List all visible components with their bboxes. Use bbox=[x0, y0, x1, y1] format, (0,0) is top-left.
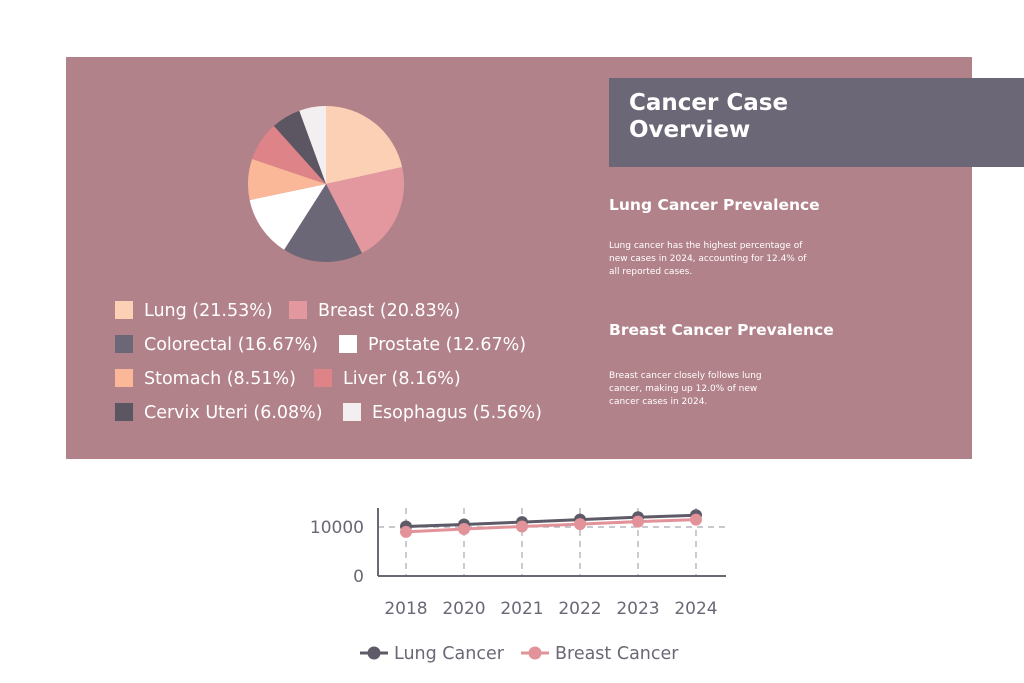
legend-swatch bbox=[115, 369, 133, 387]
page-title: Cancer Case Overview bbox=[629, 90, 789, 143]
legend-label: Liver (8.16%) bbox=[343, 369, 461, 389]
y-tick-label: 10000 bbox=[310, 518, 364, 538]
legend-swatch bbox=[343, 403, 361, 421]
y-tick-label: 0 bbox=[353, 567, 364, 587]
lung-text-line: new cases in 2024, accounting for 12.4% … bbox=[609, 254, 807, 264]
series-line-lung-cancer bbox=[405, 513, 697, 528]
x-tick-label: 2023 bbox=[616, 599, 659, 619]
data-point bbox=[574, 518, 586, 531]
legend-swatch bbox=[289, 301, 307, 319]
legend-label: Stomach (8.51%) bbox=[144, 369, 296, 389]
legend-marker bbox=[367, 646, 381, 660]
breast-section-text: Breast cancer closely follows lung cance… bbox=[609, 370, 762, 409]
x-tick-label: 2018 bbox=[384, 599, 427, 619]
x-tick-label: 2022 bbox=[558, 599, 601, 619]
legend-label: Breast (20.83%) bbox=[318, 301, 460, 321]
x-tick-label: 2024 bbox=[674, 599, 717, 619]
title-box: Cancer Case Overview bbox=[609, 78, 1024, 167]
legend-swatch bbox=[314, 369, 332, 387]
x-tick-label: 2021 bbox=[500, 599, 543, 619]
pie-slice-colorectal bbox=[284, 184, 363, 262]
data-point bbox=[690, 513, 702, 526]
legend-swatch bbox=[115, 301, 133, 319]
series-legend-label: Lung Cancer bbox=[394, 644, 505, 664]
data-point bbox=[632, 515, 644, 528]
pie-slice-breast bbox=[326, 167, 404, 254]
legend-swatch bbox=[115, 335, 133, 353]
legend-label: Cervix Uteri (6.08%) bbox=[144, 403, 323, 423]
x-tick-label: 2020 bbox=[442, 599, 485, 619]
legend-label: Colorectal (16.67%) bbox=[144, 335, 318, 355]
legend-swatch bbox=[115, 403, 133, 421]
breast-text-line: cancer, making up 12.0% of new bbox=[609, 384, 758, 394]
lung-section-heading: Lung Cancer Prevalence bbox=[609, 196, 820, 214]
pie-slice-liver bbox=[252, 125, 326, 184]
data-point bbox=[400, 525, 412, 538]
breast-text-line: cancer cases in 2024. bbox=[609, 397, 708, 407]
legend-marker bbox=[528, 646, 542, 660]
breast-section-heading: Breast Cancer Prevalence bbox=[609, 321, 834, 339]
legend-swatch bbox=[339, 335, 357, 353]
data-point bbox=[458, 523, 470, 535]
breast-text-line: Breast cancer closely follows lung bbox=[609, 371, 762, 381]
data-point bbox=[516, 520, 528, 533]
lung-text-line: all reported cases. bbox=[609, 267, 693, 277]
pie-slice-stomach bbox=[248, 158, 326, 201]
lung-section-text: Lung cancer has the highest percentage o… bbox=[609, 240, 806, 279]
legend-label: Esophagus (5.56%) bbox=[372, 403, 542, 423]
pie-slice-prostate bbox=[249, 184, 326, 250]
legend-label: Prostate (12.67%) bbox=[368, 335, 526, 355]
legend-label: Lung (21.53%) bbox=[144, 301, 273, 321]
lung-text-line: Lung cancer has the highest percentage o… bbox=[609, 241, 803, 251]
series-legend-label: Breast Cancer bbox=[555, 644, 679, 664]
pie-slice-lung bbox=[326, 106, 403, 184]
pie-slice-esophagus bbox=[299, 106, 326, 184]
series-line-breast-cancer bbox=[405, 518, 697, 534]
pie-slice-cervix-uteri bbox=[273, 110, 326, 184]
